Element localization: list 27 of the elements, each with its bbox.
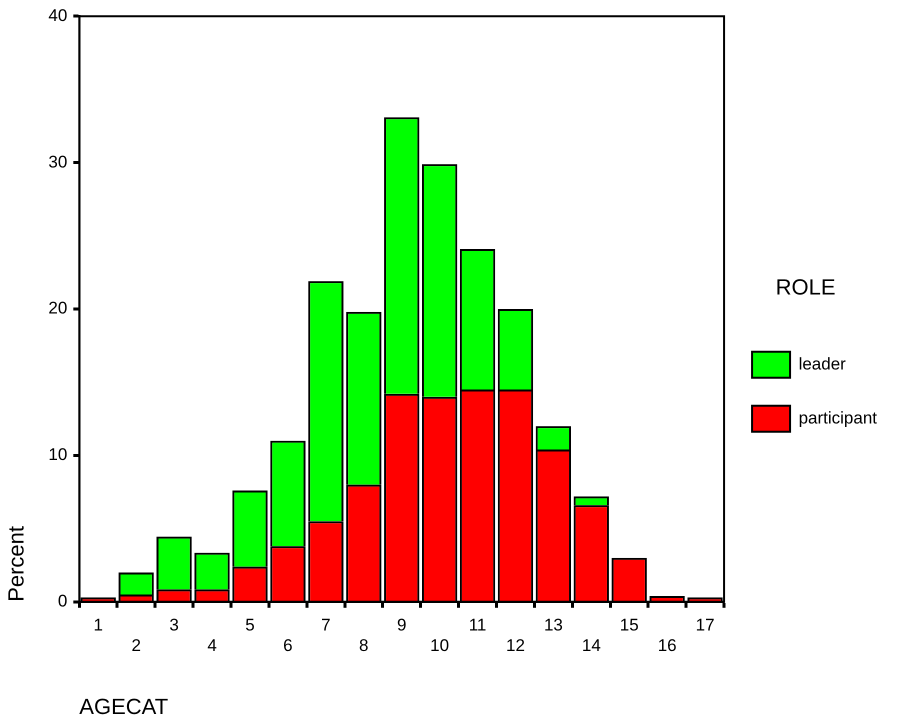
x-tick-label: 9	[396, 616, 406, 635]
x-tick-label: 5	[245, 616, 255, 635]
y-tick-label: 30	[48, 152, 68, 172]
x-tick-label: 14	[582, 636, 601, 656]
x-tick-label: 1	[94, 616, 104, 635]
y-tick-label: 20	[48, 298, 68, 318]
x-tick-label: 6	[283, 636, 293, 656]
y-tick-label: 40	[48, 6, 68, 25]
x-tick-label: 15	[620, 616, 639, 635]
x-tick-label: 12	[506, 636, 525, 656]
x-tick-label: 17	[696, 616, 715, 635]
y-tick-label: 10	[48, 445, 68, 464]
x-tick-label: 4	[207, 636, 217, 656]
x-tick-label: 8	[359, 636, 368, 656]
x-tick-label: 16	[658, 636, 677, 656]
legend-label: leader	[798, 354, 846, 374]
x-tick-label: 10	[430, 636, 450, 656]
x-tick-label: 3	[169, 616, 179, 635]
y-tick-label: 0	[58, 591, 68, 610]
x-tick-label: 2	[131, 636, 141, 656]
x-tick-label: 7	[321, 616, 331, 635]
legend-title: ROLE	[776, 274, 836, 300]
legend-label: participant	[798, 408, 878, 428]
x-axis-title: AGECAT	[79, 694, 168, 719]
y-axis-title: Percent	[3, 526, 28, 602]
x-tick-label: 11	[468, 616, 486, 635]
x-tick-label: 13	[544, 616, 563, 635]
